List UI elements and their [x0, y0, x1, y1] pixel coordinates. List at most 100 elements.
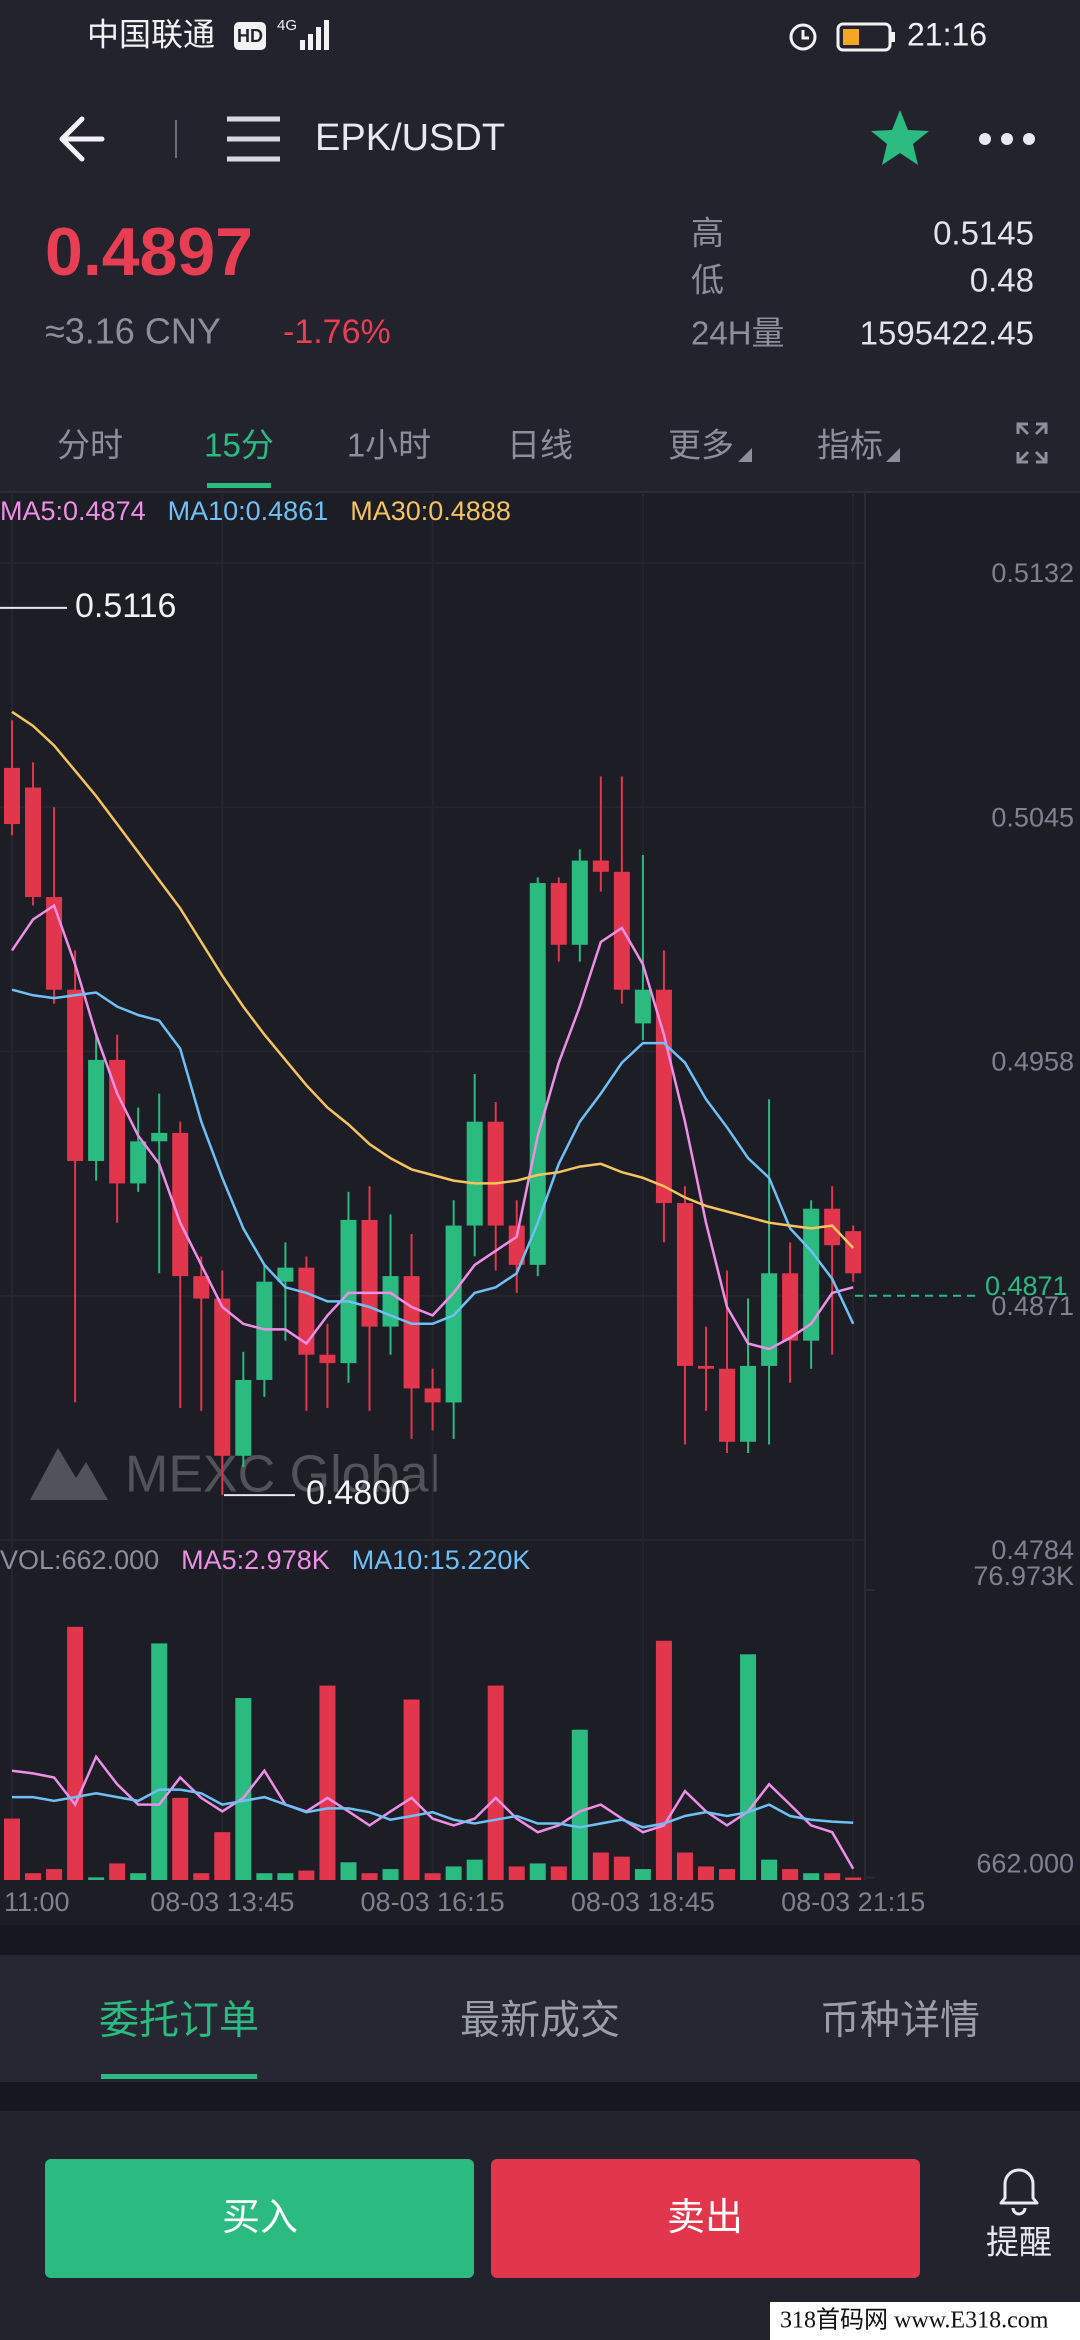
volume-legend: VOL:662.000 — [0, 1545, 159, 1575]
last-price: 0.4897 — [45, 214, 253, 290]
volume-bar — [592, 1852, 609, 1880]
stat-value: 0.48 — [970, 262, 1034, 299]
candle-body — [508, 1225, 525, 1265]
candle-body — [214, 1298, 231, 1456]
volume-bar — [319, 1685, 336, 1880]
volume-bar — [403, 1699, 420, 1880]
volume-bar — [4, 1818, 20, 1880]
candle-body — [803, 1208, 820, 1341]
header-bg — [0, 0, 1080, 492]
y-tick-label: 0.4871 — [991, 1291, 1074, 1321]
hd-badge-bg — [234, 22, 266, 50]
buy-label[interactable]: 买入 — [222, 2197, 298, 2239]
candle-body — [67, 989, 84, 1161]
candle-body — [277, 1267, 294, 1282]
favorite-star[interactable] — [871, 110, 929, 165]
candle-body — [361, 1219, 378, 1327]
legend-entry: MA10:0.4861 — [168, 496, 329, 526]
volume-bar — [487, 1685, 504, 1880]
candle-body — [782, 1273, 799, 1341]
stat-label: 低 — [691, 262, 724, 299]
candle-body — [130, 1141, 147, 1184]
volume-bar — [634, 1869, 651, 1880]
legend-entry: MA30:0.4888 — [350, 496, 511, 526]
bottom-tabs-bg — [0, 1955, 1080, 2082]
volume-tick-label: 662.000 — [976, 1849, 1074, 1879]
sell-button[interactable] — [491, 2159, 920, 2278]
x-tick-label: 08-03 16:15 — [361, 1887, 505, 1917]
more-button[interactable] — [979, 133, 1035, 145]
cny-price: ≈3.16 CNY — [45, 311, 221, 352]
bottom-tab[interactable]: 最新成交 — [460, 1999, 620, 2043]
buy-button[interactable] — [45, 2159, 474, 2278]
volume-bar — [25, 1873, 42, 1880]
volume-bar — [298, 1870, 315, 1880]
legend-entry: MA10:15.220K — [352, 1545, 531, 1575]
x-tick-label: 08-03 18:45 — [571, 1887, 715, 1917]
volume-bar — [550, 1866, 567, 1880]
battery-icon — [836, 22, 895, 52]
stat-label: 24H量 — [691, 315, 785, 352]
volume-ma-line — [12, 1788, 854, 1829]
candle-body — [46, 897, 63, 990]
volume-bar — [277, 1873, 294, 1880]
back-button[interactable] — [59, 116, 105, 162]
candle-body — [424, 1388, 441, 1403]
pair-title[interactable]: EPK/USDT — [315, 117, 505, 159]
candle-body — [193, 1276, 210, 1299]
price-change: -1.76% — [283, 313, 391, 351]
bottom-tab-indicator — [101, 2074, 257, 2079]
y-tick-label: 0.5132 — [991, 558, 1074, 588]
volume-bar — [803, 1873, 820, 1880]
fullscreen-button[interactable] — [1016, 422, 1048, 464]
interval-tab[interactable]: 更多 — [668, 427, 734, 464]
interval-tab[interactable]: 15分 — [204, 427, 274, 464]
volume-bar — [571, 1729, 588, 1880]
candle-body — [845, 1231, 862, 1274]
candle-body — [319, 1354, 336, 1364]
interval-tab[interactable]: 日线 — [507, 427, 573, 464]
volume-bar — [529, 1863, 546, 1880]
y-tick-label: 0.5045 — [991, 802, 1074, 832]
candle-body — [4, 767, 20, 825]
y-tick-label: 0.4784 — [991, 1535, 1074, 1565]
candle-body — [487, 1121, 504, 1226]
candle-body — [25, 787, 42, 898]
menu-button[interactable] — [227, 116, 280, 162]
volume-bar — [508, 1866, 525, 1880]
candle-body — [634, 989, 651, 1024]
ma-line — [10, 903, 854, 1351]
candle-body — [298, 1267, 315, 1355]
candle-body — [382, 1276, 399, 1327]
volume-bar — [130, 1873, 147, 1880]
volume-bar — [676, 1852, 693, 1880]
interval-tab[interactable]: 指标 — [817, 427, 883, 464]
bottom-tab[interactable]: 币种详情 — [820, 1999, 980, 2043]
volume-bar — [88, 1877, 105, 1880]
volume-bar — [67, 1626, 84, 1880]
candle-body — [719, 1368, 736, 1442]
volume-bar — [382, 1869, 399, 1880]
alert-label[interactable]: 提醒 — [986, 2224, 1052, 2261]
x-tick-label: 08-03 21:15 — [781, 1887, 925, 1917]
candle-body — [151, 1132, 168, 1142]
alert-icon[interactable] — [999, 2168, 1039, 2216]
interval-tab[interactable]: 1小时 — [347, 427, 431, 464]
clock: 21:16 — [907, 16, 987, 52]
interval-tab[interactable]: 分时 — [57, 427, 123, 464]
interval-tabs: 分时 15分 1小时 日线 更多 指标 — [57, 427, 883, 488]
candle-body — [235, 1379, 252, 1456]
volume-bar — [193, 1873, 210, 1880]
candle-body — [761, 1273, 778, 1366]
candle-body — [676, 1203, 693, 1366]
volume-bar — [172, 1797, 189, 1880]
bottom-tab[interactable]: 委托订单 — [99, 1999, 259, 2043]
candle-body — [740, 1365, 757, 1442]
volume-bar — [761, 1859, 778, 1880]
volume-bar — [655, 1640, 672, 1880]
sell-label[interactable]: 卖出 — [667, 2197, 743, 2239]
candle-body — [256, 1281, 273, 1380]
volume-bar — [46, 1869, 63, 1880]
